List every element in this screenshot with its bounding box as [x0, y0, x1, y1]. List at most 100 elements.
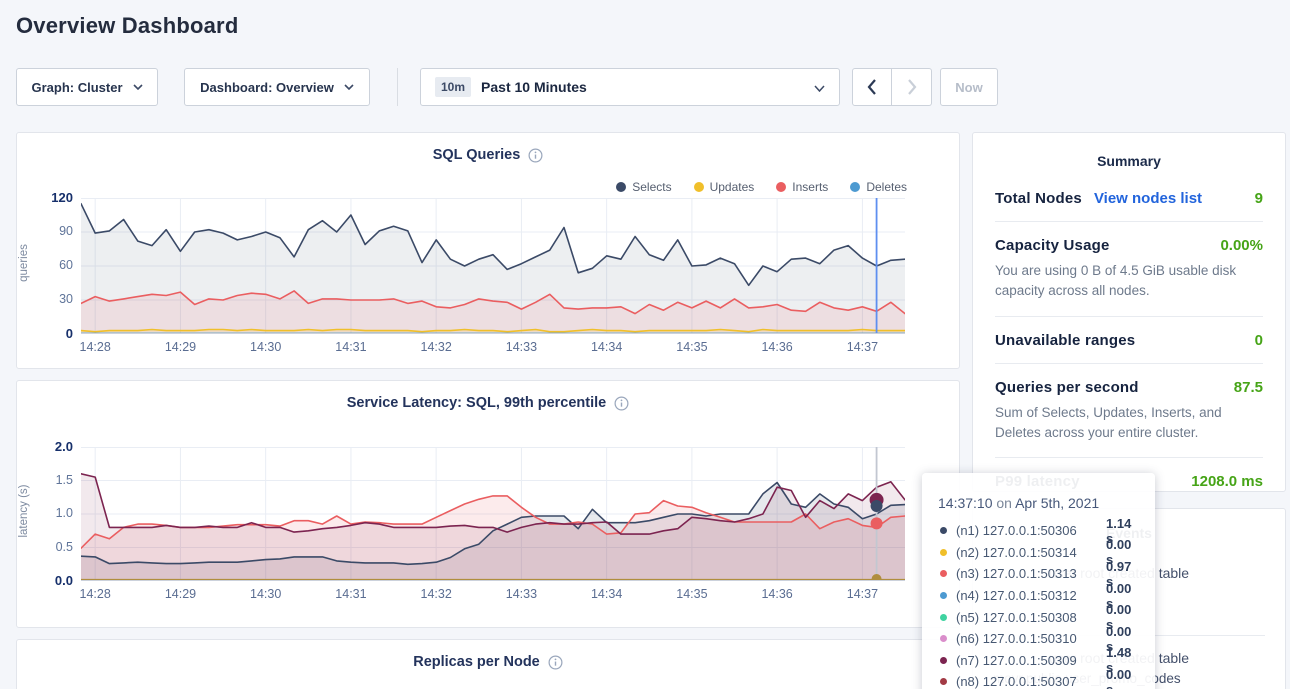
y-axis-tick: 0.5	[55, 539, 73, 554]
tooltip-node-rows: (n1) 127.0.0.1:50306 1.14 s (n2) 127.0.0.1…	[938, 516, 1139, 689]
info-icon[interactable]	[548, 655, 563, 670]
capacity-description: You are using 0 B of 4.5 GiB usable disk…	[995, 263, 1237, 299]
x-axis-tick: 14:30	[250, 340, 282, 354]
series-area-(n7) 127.0.0.1:50309	[81, 473, 905, 581]
y-axis-tick: 1.0	[55, 506, 73, 520]
x-axis-tick: 14:28	[79, 340, 111, 354]
replicas-title-row: Replicas per Node	[17, 654, 959, 670]
dashboard-select-label: Dashboard: Overview	[200, 79, 334, 95]
tooltip-node-row: (n1) 127.0.0.1:50306 1.14 s	[938, 516, 1139, 546]
node-color-dot-icon	[940, 635, 947, 643]
node-latency-value: 0.00 s	[1106, 537, 1132, 568]
x-axis-tick: 14:28	[79, 587, 111, 601]
sql-queries-panel: SQL Queries Selects Updates Inserts Deletes…	[16, 132, 960, 369]
legend-label: Selects	[632, 180, 672, 194]
chart-canvas	[81, 198, 905, 334]
x-axis-tick: 14:34	[590, 340, 623, 354]
chevron-down-icon	[132, 84, 143, 90]
replicas-per-node-panel: Replicas per Node	[16, 639, 960, 689]
series-area-Selects	[81, 203, 905, 334]
sql-queries-title-row: SQL Queries	[17, 147, 959, 163]
chevron-down-icon	[814, 80, 825, 95]
series-line-(n7) 127.0.0.1:50309	[81, 472, 905, 535]
summary-body: Total Nodes View nodes list 9 Capacity U…	[995, 175, 1263, 504]
dashboard-select-dropdown[interactable]: Dashboard: Overview	[184, 68, 370, 106]
series-line-Inserts	[81, 290, 905, 315]
chevron-down-icon	[344, 84, 354, 90]
node-color-dot-icon	[940, 678, 947, 686]
service-latency-title-row: Service Latency: SQL, 99th percentile	[17, 395, 959, 411]
summary-row-capacity: Capacity Usage 0.00% You are using 0 B o…	[995, 222, 1263, 317]
view-nodes-list-link[interactable]: View nodes list	[1093, 190, 1203, 207]
series-line-Updates	[81, 328, 905, 333]
summary-header: Summary	[1097, 153, 1161, 169]
info-icon[interactable]	[528, 148, 543, 163]
node-latency-value: 0.00 s	[1106, 602, 1132, 633]
node-latency-value: 0.97 s	[1106, 558, 1132, 589]
time-range-badge: 10m	[435, 77, 472, 97]
page-title: Overview Dashboard	[16, 13, 239, 38]
chart-title: Service Latency: SQL, 99th percentile	[346, 395, 607, 411]
y-axis-tick: 30	[59, 292, 73, 306]
prev-time-button[interactable]	[852, 68, 892, 106]
summary-panel: Summary Total Nodes View nodes list 9 Ca…	[972, 132, 1286, 492]
summary-row-unavailable-ranges: Unavailable ranges 0	[995, 317, 1263, 364]
node-latency-value: 0.00 s	[1106, 580, 1132, 611]
time-range-picker[interactable]: 10m Past 10 Minutes	[420, 68, 840, 106]
capacity-label: Capacity Usage	[995, 237, 1110, 254]
x-axis-tick: 14:32	[420, 340, 452, 354]
graph-select-label: Graph: Cluster	[31, 79, 123, 95]
node-color-dot-icon	[940, 613, 947, 621]
tooltip-date: Apr 5th, 2021	[1015, 495, 1100, 511]
sql-queries-plot[interactable]: queries 0 30 60 90 120	[18, 190, 905, 341]
tooltip-node-row: (n2) 127.0.0.1:50314 0.00 s	[938, 537, 1139, 567]
qps-description: Sum of Selects, Updates, Inserts, and De…	[995, 404, 1222, 440]
y-axis-tick: 90	[59, 224, 73, 238]
node-color-dot-icon	[940, 548, 947, 556]
node-color-dot-icon	[940, 656, 947, 664]
node-latency-value: 1.14 s	[1106, 515, 1132, 546]
y-axis-tick: 1.5	[55, 472, 73, 487]
summary-row-qps: Queries per second 87.5 Sum of Selects, …	[995, 364, 1263, 458]
series-line-(n1) 127.0.0.1:50306	[81, 481, 905, 566]
x-axis-tick: 14:35	[676, 587, 708, 601]
legend-item-inserts: Inserts	[776, 180, 828, 194]
info-icon[interactable]	[614, 396, 629, 411]
hover-point-dot	[871, 573, 882, 581]
legend-label: Updates	[709, 180, 755, 194]
chart-title: Replicas per Node	[413, 654, 540, 670]
node-address: (n5) 127.0.0.1:50308	[956, 609, 1077, 625]
graph-select-dropdown[interactable]: Graph: Cluster	[16, 68, 158, 106]
node-color-dot-icon	[940, 592, 947, 600]
tooltip-connector: on	[992, 495, 1016, 511]
total-nodes-value: 9	[1254, 190, 1263, 207]
next-time-button[interactable]	[892, 68, 932, 106]
node-address: (n2) 127.0.0.1:50314	[956, 544, 1077, 560]
node-color-dot-icon	[940, 570, 947, 578]
x-axis-tick: 14:29	[164, 340, 197, 354]
now-button[interactable]: Now	[940, 68, 998, 106]
unavailable-ranges-value: 0	[1254, 331, 1263, 349]
x-axis-ticks: 14:28 14:29 14:30 14:31 14:32 14:33 14:34 14:35…	[79, 340, 905, 356]
time-range-label: Past 10 Minutes	[481, 79, 587, 95]
tooltip-timestamp: 14:37:10 on Apr 5th, 2021	[938, 495, 1139, 511]
tooltip-node-row: (n6) 127.0.0.1:50310 0.00 s	[938, 624, 1139, 654]
legend-item-deletes: Deletes	[850, 180, 907, 194]
service-latency-panel: Service Latency: SQL, 99th percentile la…	[16, 380, 960, 628]
node-latency-value: 0.00 s	[1106, 623, 1132, 654]
x-axis-tick: 14:37	[846, 340, 879, 354]
x-axis-tick: 14:30	[250, 587, 282, 601]
x-axis-tick: 14:32	[420, 587, 452, 601]
hover-point-dot	[870, 499, 883, 512]
x-axis-baseline	[81, 580, 905, 581]
x-axis-tick: 14:34	[590, 587, 623, 601]
time-nav-arrows	[852, 68, 932, 106]
series-area-Inserts	[81, 290, 905, 334]
total-nodes-label: Total Nodes	[995, 190, 1082, 207]
node-latency-value: 1.48 s	[1106, 645, 1132, 676]
tooltip-node-row: (n5) 127.0.0.1:50308 0.00 s	[938, 602, 1139, 632]
sql-legend: Selects Updates Inserts Deletes	[616, 180, 907, 194]
chart-hover-tooltip: 14:37:10 on Apr 5th, 2021 (n1) 127.0.0.1…	[922, 473, 1155, 689]
service-latency-plot[interactable]: latency (s) 0.0 0.5 1.0 1.5 2.0	[18, 439, 905, 588]
